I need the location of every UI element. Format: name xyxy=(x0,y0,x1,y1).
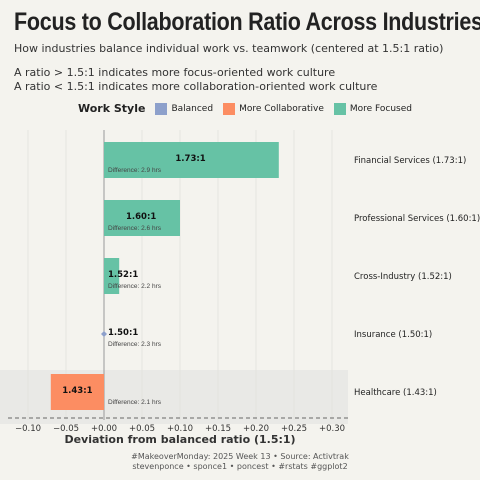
legend-label-collaborative: More Collaborative xyxy=(239,103,324,114)
difference-label-3: Difference: 2.3 hrs xyxy=(108,341,162,348)
difference-label-2: Difference: 2.2 hrs xyxy=(108,283,162,290)
bar-1 xyxy=(104,200,180,236)
x-tick-label: +0.10 xyxy=(167,424,193,434)
ratio-label-3: 1.50:1 xyxy=(108,328,138,338)
legend: Work Style Balanced More Collaborative M… xyxy=(78,102,416,115)
bar-2 xyxy=(104,258,120,294)
category-label-4: Healthcare (1.43:1) xyxy=(354,388,437,398)
x-tick-label: +0.30 xyxy=(319,424,345,434)
x-tick-label: +0.05 xyxy=(129,424,155,434)
category-label-0: Financial Services (1.73:1) xyxy=(354,156,466,166)
legend-item-balanced: Balanced xyxy=(155,102,214,115)
legend-item-collaborative: More Collaborative xyxy=(223,102,324,115)
note-collab: A ratio < 1.5:1 indicates more collabora… xyxy=(14,80,378,93)
x-tick-label: +0.15 xyxy=(205,424,231,434)
category-label-3: Insurance (1.50:1) xyxy=(354,330,432,340)
bar-4 xyxy=(50,374,104,410)
x-tick-label: +0.20 xyxy=(243,424,269,434)
bar-0 xyxy=(104,142,279,178)
x-tick-label: +0.25 xyxy=(281,424,307,434)
x-tick-label: −0.05 xyxy=(53,424,79,434)
legend-swatch-focused xyxy=(333,102,346,115)
caption-social: stevenponce • sponce1 • poncest • #rstat… xyxy=(132,462,348,471)
difference-label-1: Difference: 2.6 hrs xyxy=(108,225,162,232)
note-focus: A ratio > 1.5:1 indicates more focus-ori… xyxy=(14,66,336,79)
legend-label-focused: More Focused xyxy=(349,103,413,114)
chart-subtitle: How industries balance individual work v… xyxy=(14,42,444,55)
ratio-label-4: 1.43:1 xyxy=(62,386,92,396)
ratio-label-1: 1.60:1 xyxy=(126,212,156,222)
legend-swatch-balanced xyxy=(155,102,168,115)
ratio-label-0: 1.73:1 xyxy=(175,154,205,164)
category-label-1: Professional Services (1.60:1) xyxy=(354,214,480,224)
difference-label-0: Difference: 2.9 hrs xyxy=(108,167,162,174)
category-label-2: Cross-Industry (1.52:1) xyxy=(354,272,452,282)
legend-item-focused: More Focused xyxy=(333,102,413,115)
x-axis-label: Deviation from balanced ratio (1.5:1) xyxy=(64,433,295,446)
legend-label-balanced: Balanced xyxy=(171,103,214,114)
x-tick-label: −0.10 xyxy=(15,424,41,434)
bar-point-3 xyxy=(101,331,107,337)
legend-title: Work Style xyxy=(78,102,146,115)
difference-label-4: Difference: 2.1 hrs xyxy=(108,399,162,406)
x-tick-label: +0.00 xyxy=(91,424,117,434)
caption-source: #MakeoverMonday: 2025 Week 13 • Source: … xyxy=(131,452,349,461)
chart-title: Focus to Collaboration Ratio Across Indu… xyxy=(14,8,480,36)
legend-swatch-collaborative xyxy=(223,102,236,115)
ratio-label-2: 1.52:1 xyxy=(108,270,138,280)
